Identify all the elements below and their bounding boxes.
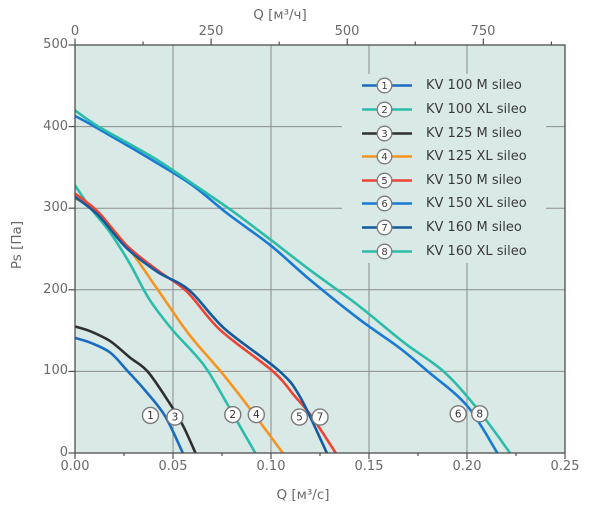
legend-item: 2 KV 100 XL sileo: [342, 98, 546, 122]
curve-number-text: 7: [317, 412, 324, 424]
x-tick-label-bottom: 0.05: [158, 459, 188, 474]
curve-number-marker: [471, 405, 489, 423]
legend-label: KV 125 XL sileo: [426, 149, 527, 165]
y-tick-label: 0: [59, 445, 68, 460]
curve-1-kv-100-m-sileo: [75, 336, 185, 453]
y-tick-label: 100: [43, 363, 68, 378]
curve-number-marker: [166, 408, 184, 426]
curve-number-text: 6: [455, 408, 462, 420]
y-tick-label: 200: [43, 282, 68, 297]
curve-number-marker: [311, 408, 329, 426]
x-tick-label-bottom: 0.15: [354, 459, 384, 474]
y-axis-title: Ps [Па]: [9, 220, 25, 270]
legend-number: 5: [381, 176, 387, 187]
legend-swatch-icon: 1: [362, 77, 412, 94]
curve-number-marker: [141, 406, 160, 425]
legend-swatch-icon: 5: [362, 172, 412, 189]
legend-swatch-icon: 7: [362, 219, 412, 236]
curve-3-kv-125-m-sileo: [75, 325, 197, 453]
x-tick-label-bottom: 0.25: [550, 459, 580, 474]
curve-number-marker: [290, 408, 309, 426]
legend-item: 8 KV 160 XL sileo: [342, 239, 546, 263]
legend-label: KV 160 XL sileo: [426, 243, 527, 259]
curve-number-text: 3: [172, 412, 179, 424]
legend-number: 1: [381, 81, 387, 92]
legend-label: KV 100 M sileo: [426, 78, 522, 94]
x-tick-label-top: 0: [70, 24, 80, 39]
curve-6-kv-150-xl-sileo: [75, 114, 499, 453]
legend-swatch-icon: 2: [362, 101, 412, 118]
legend-label: KV 125 M sileo: [426, 125, 522, 141]
legend-label: KV 150 XL sileo: [426, 196, 527, 212]
curve-8-kv-160-xl-sileo: [75, 109, 512, 453]
curve-number-text: 5: [296, 412, 303, 424]
legend-number: 4: [381, 152, 387, 163]
legend-number: 2: [381, 105, 387, 116]
x-tick-label-top: 250: [198, 24, 224, 39]
legend-item: 7 KV 160 M sileo: [342, 216, 546, 240]
legend-swatch-icon: 4: [362, 148, 412, 165]
top-x-axis-title: Q [м³/ч]: [253, 7, 307, 23]
curve-number-text: 8: [476, 408, 483, 420]
y-tick-label: 300: [43, 200, 68, 215]
curve-number-marker: [449, 405, 467, 423]
curve-number-text: 4: [253, 409, 260, 421]
legend-label: KV 160 M sileo: [426, 220, 522, 236]
curve-number-text: 1: [147, 410, 154, 422]
legend-swatch-icon: 6: [362, 195, 412, 212]
legend-swatch-icon: 3: [362, 125, 412, 142]
x-tick-label-top: 750: [470, 24, 496, 39]
legend-number: 8: [381, 247, 387, 258]
curve-2-kv-100-xl-sileo: [75, 184, 257, 453]
legend-number: 7: [381, 223, 387, 234]
curve-number-marker: [247, 405, 265, 424]
x-tick-label-bottom: 0.20: [452, 459, 482, 474]
legend-label: KV 100 XL sileo: [426, 101, 527, 117]
curve-7-kv-160-m-sileo: [75, 195, 329, 453]
legend-number: 6: [381, 199, 387, 210]
x-tick-label-top: 500: [334, 24, 360, 39]
legend-item: 5 KV 150 M sileo: [342, 169, 546, 193]
legend-label: KV 150 M sileo: [426, 172, 522, 188]
legend-item: 3 KV 125 M sileo: [342, 121, 546, 145]
curve-number-text: 2: [229, 409, 236, 421]
legend-number: 3: [381, 129, 387, 140]
legend-swatch-icon: 8: [362, 243, 412, 260]
y-tick-label: 400: [43, 119, 68, 134]
y-tick-label: 500: [43, 37, 68, 52]
x-tick-label-bottom: 0.00: [60, 459, 90, 474]
x-tick-label-bottom: 0.10: [256, 459, 286, 474]
bottom-x-axis-title: Q [м³/с]: [276, 487, 330, 503]
legend-item: 1 KV 100 M sileo: [342, 74, 546, 98]
curve-5-kv-150-m-sileo: [75, 192, 337, 453]
legend-item: 6 KV 150 XL sileo: [342, 192, 546, 216]
curve-number-marker: [224, 405, 242, 424]
legend: 1 KV 100 M sileo 2 KV 100 XL sileo 3 KV …: [342, 74, 546, 263]
legend-item: 4 KV 125 XL sileo: [342, 145, 546, 169]
